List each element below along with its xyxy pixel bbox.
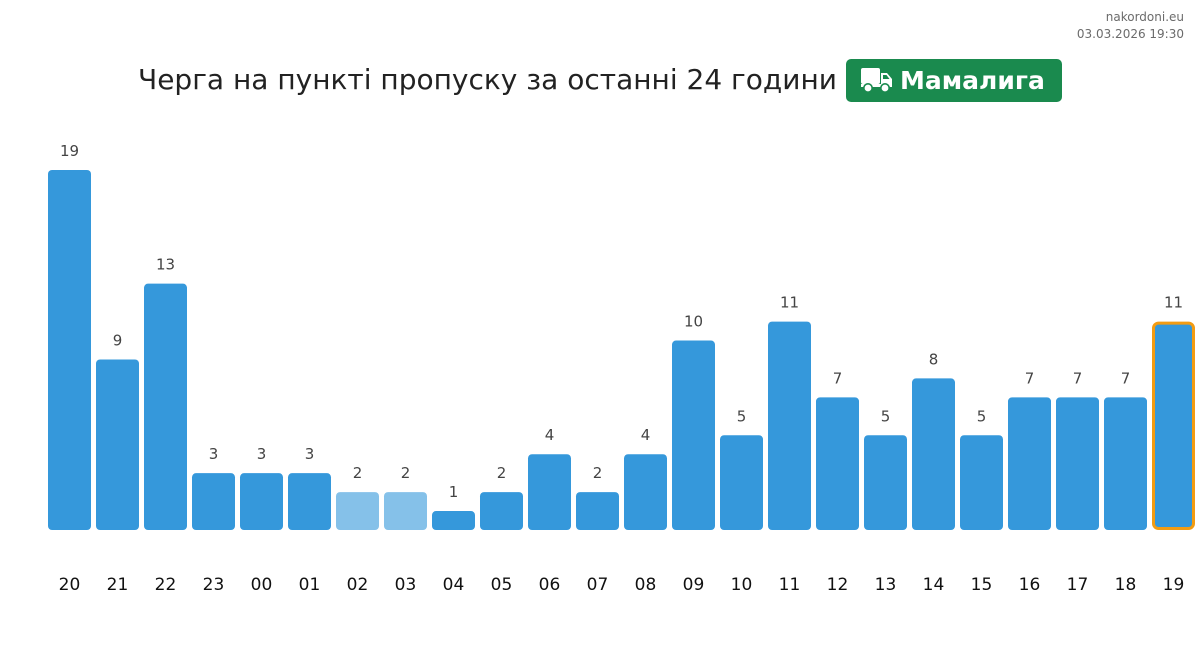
value-label-13: 5 [881, 407, 891, 425]
x-tick-label-23: 23 [203, 575, 225, 595]
truck-icon [861, 68, 892, 93]
x-tick-label-04: 04 [443, 575, 465, 595]
bar-00 [240, 473, 283, 530]
value-label-19: 11 [1164, 294, 1183, 312]
value-label-17: 7 [1073, 369, 1083, 387]
value-label-03: 2 [401, 464, 411, 482]
value-label-18: 7 [1121, 369, 1131, 387]
bar-21 [96, 359, 139, 530]
x-tick-label-01: 01 [299, 575, 321, 595]
bar-02 [336, 492, 379, 530]
chart-header: Черга на пункті пропуску за останні 24 г… [0, 58, 1200, 102]
value-label-05: 2 [497, 464, 507, 482]
value-label-11: 11 [780, 294, 799, 312]
bar-16 [1008, 397, 1051, 530]
x-tick-label-06: 06 [539, 575, 561, 595]
bar-10 [720, 435, 763, 530]
source-info: nakordoni.eu 03.03.2026 19:30 [1077, 9, 1184, 43]
x-tick-label-11: 11 [779, 575, 801, 595]
x-tick-label-17: 17 [1067, 575, 1089, 595]
x-tick-label-15: 15 [971, 575, 993, 595]
x-tick-label-00: 00 [251, 575, 273, 595]
bar-01 [288, 473, 331, 530]
bar-13 [864, 435, 907, 530]
bar-05 [480, 492, 523, 530]
x-tick-label-12: 12 [827, 575, 849, 595]
value-label-22: 13 [156, 256, 175, 274]
value-label-07: 2 [593, 464, 603, 482]
value-label-12: 7 [833, 369, 843, 387]
checkpoint-badge: Мамалига [846, 59, 1062, 102]
bar-20 [48, 170, 91, 530]
source-site: nakordoni.eu [1105, 10, 1184, 24]
bar-06 [528, 454, 571, 530]
value-label-06: 4 [545, 426, 555, 444]
value-label-16: 7 [1025, 369, 1035, 387]
bar-08 [624, 454, 667, 530]
value-label-21: 9 [113, 331, 123, 349]
value-label-09: 10 [684, 313, 703, 331]
x-tick-label-14: 14 [923, 575, 945, 595]
bar-07 [576, 492, 619, 530]
value-label-00: 3 [257, 445, 267, 463]
value-label-04: 1 [449, 483, 459, 501]
bar-09 [672, 340, 715, 530]
value-label-10: 5 [737, 407, 747, 425]
chart-title: Черга на пункті пропуску за останні 24 г… [138, 63, 837, 96]
bar-15 [960, 435, 1003, 530]
x-tick-label-18: 18 [1115, 575, 1137, 595]
value-label-20: 19 [60, 142, 79, 160]
bar-14 [912, 378, 955, 530]
source-timestamp: 03.03.2026 19:30 [1076, 27, 1184, 41]
x-tick-label-13: 13 [875, 575, 897, 595]
value-label-15: 5 [977, 407, 987, 425]
checkpoint-name: Мамалига [900, 66, 1045, 95]
x-tick-label-03: 03 [395, 575, 417, 595]
bar-11 [768, 321, 811, 530]
value-label-01: 3 [305, 445, 315, 463]
x-tick-label-07: 07 [587, 575, 609, 595]
bar-19-highlighted [1152, 321, 1195, 530]
x-tick-label-21: 21 [107, 575, 129, 595]
bar-23 [192, 473, 235, 530]
x-tick-label-02: 02 [347, 575, 369, 595]
bar-12 [816, 397, 859, 530]
value-label-02: 2 [353, 464, 363, 482]
bar-17 [1056, 397, 1099, 530]
x-tick-label-19: 19 [1163, 575, 1185, 595]
bar-03 [384, 492, 427, 530]
x-tick-label-08: 08 [635, 575, 657, 595]
x-tick-label-16: 16 [1019, 575, 1041, 595]
bar-18 [1104, 397, 1147, 530]
value-label-14: 8 [929, 350, 939, 368]
x-tick-label-10: 10 [731, 575, 753, 595]
x-tick-label-20: 20 [59, 575, 81, 595]
bar-04 [432, 511, 475, 530]
x-tick-label-09: 09 [683, 575, 705, 595]
x-tick-label-22: 22 [155, 575, 177, 595]
bar-22 [144, 283, 187, 530]
value-label-23: 3 [209, 445, 219, 463]
x-tick-label-05: 05 [491, 575, 513, 595]
value-label-08: 4 [641, 426, 651, 444]
